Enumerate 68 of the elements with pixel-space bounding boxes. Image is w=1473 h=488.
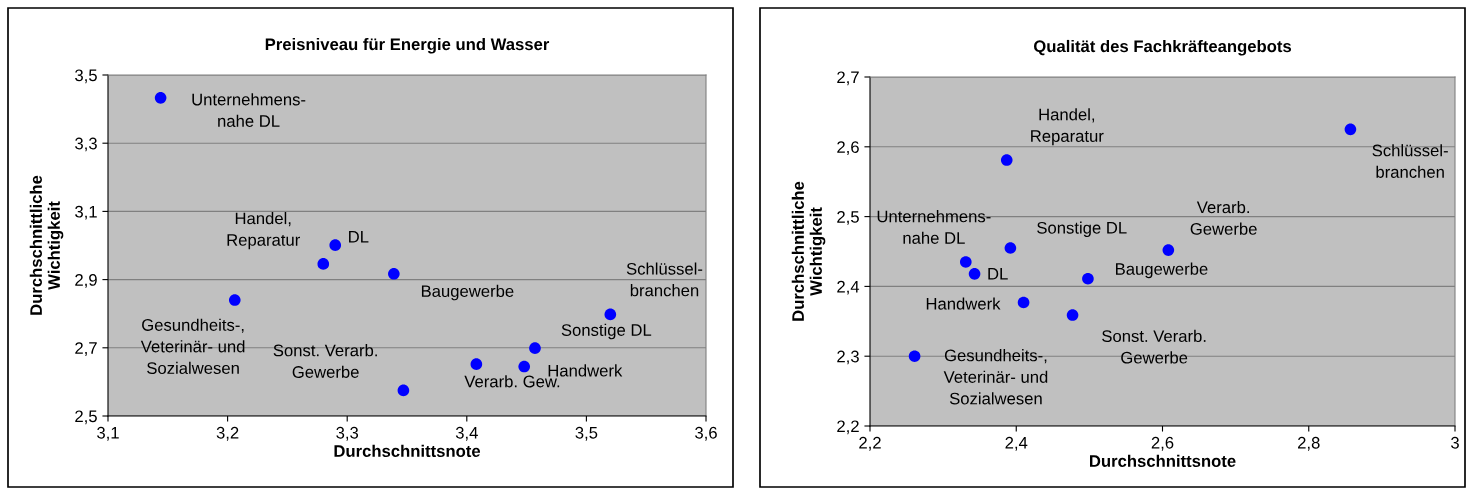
y-tick-label: 3,5 (75, 69, 97, 84)
y-tick-label: 2,5 (75, 410, 97, 425)
annotation: Handel, Reparatur (1031, 108, 1104, 146)
annotation: Unternehmens- nahe DL (192, 93, 306, 127)
point (154, 92, 167, 104)
annotation: Verarb. Gewerbe (1190, 200, 1257, 235)
point (1082, 272, 1094, 285)
point (1017, 296, 1030, 309)
x-tick-label: 2,8 (1298, 436, 1320, 451)
y-tick-label: 2,4 (837, 280, 860, 295)
y-tick-label: 3,3 (75, 137, 97, 152)
y-tick-label: 2,9 (75, 274, 97, 288)
annotation: Sonst. Verarb. Gewerbe (1102, 329, 1206, 364)
annotation: Sonst. Verarb. Gewerbe (273, 344, 377, 378)
point (908, 350, 921, 363)
x-tick-label: 2,6 (1151, 436, 1174, 451)
y-axis-title: Durchschnittliche Wichtigkeit (29, 175, 64, 315)
annotation: Sonstige DL (1037, 221, 1127, 238)
y-tick-label: 2,7 (837, 71, 859, 86)
annotation: Schlüssel- branchen (1372, 144, 1448, 178)
chart-title: Qualität des Fachkräfteangebots (1034, 39, 1292, 56)
annotation: Unternehmens- nahe DL (877, 210, 991, 244)
annotation: Handel, Reparatur (227, 212, 300, 250)
point (1344, 123, 1357, 136)
x-axis-title: Durchschnittsnote (334, 444, 481, 457)
point (1000, 154, 1013, 166)
point (1066, 309, 1079, 321)
x-tick-label: 3,2 (216, 426, 239, 441)
annotation: Baugewerbe (1116, 262, 1208, 279)
x-tick-label: 3,1 (97, 426, 119, 441)
x-tick-label: 3,4 (455, 426, 478, 441)
point (228, 294, 241, 306)
point (317, 258, 330, 270)
point (329, 239, 342, 251)
point (959, 256, 972, 268)
point (529, 342, 541, 354)
point (604, 308, 617, 321)
point (397, 384, 410, 397)
x-tick-label: 3,5 (575, 426, 598, 441)
annotation: Baugewerbe (421, 284, 514, 301)
annotation: Gesundheits-, Veterinär- und Sozialwesen (140, 318, 245, 375)
y-tick-label: 2,5 (837, 211, 859, 225)
annotation: Gesundheits-, Veterinär- und Sozialwesen (943, 349, 1048, 405)
point (1004, 242, 1017, 254)
x-tick-label: 3 (1451, 436, 1459, 449)
annotation: Handwerk (926, 297, 1001, 310)
annotation: Verarb. Gew. (464, 375, 560, 388)
y-tick-label: 3,1 (75, 205, 97, 220)
y-tick-label: 2,7 (75, 342, 97, 356)
x-tick-label: 2,4 (1005, 436, 1028, 451)
point (968, 268, 981, 280)
point (518, 360, 531, 373)
point (1162, 244, 1175, 256)
point (388, 267, 400, 280)
y-tick-label: 2,6 (837, 141, 859, 155)
x-tick-label: 3,3 (336, 426, 359, 441)
y-axis-title: Durchschnittliche Wichtigkeit (791, 181, 826, 321)
x-tick-label: 2,2 (859, 436, 881, 451)
point (470, 358, 483, 370)
x-axis-title: Durchschnittsnote (1090, 454, 1236, 467)
annotation: DL (349, 231, 369, 243)
annotation: Sonstige DL (561, 323, 652, 340)
annotation: Schlüssel- branchen (626, 262, 703, 297)
y-tick-label: 2,3 (837, 350, 859, 365)
annotation: Handwerk (548, 364, 623, 377)
x-tick-label: 3,6 (695, 426, 717, 441)
chart-title: Preisniveau für Energie und Wasser (265, 37, 550, 54)
annotation: DL (988, 268, 1008, 280)
